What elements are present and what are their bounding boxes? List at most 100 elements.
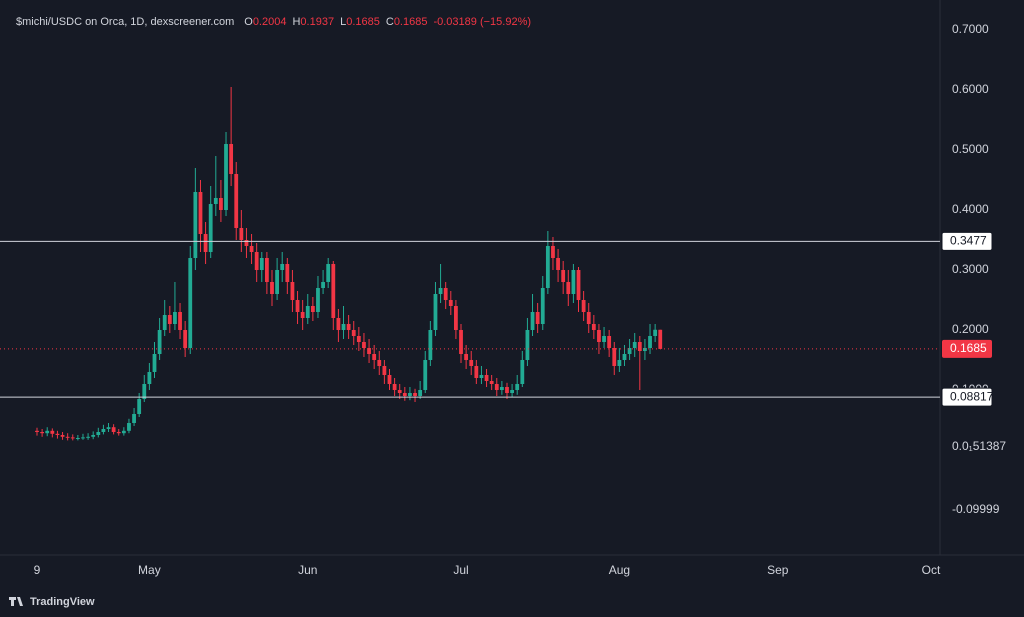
candle-body <box>65 436 70 438</box>
candle-body <box>35 430 39 432</box>
candle-body <box>351 330 356 336</box>
candle-body <box>96 432 101 435</box>
x-tick-label: 9 <box>34 563 41 577</box>
candle-body <box>551 246 555 258</box>
candle-body <box>239 228 244 240</box>
ohlc-value: 0.1685 <box>346 16 380 28</box>
candle-body <box>362 342 366 348</box>
candle-body <box>81 437 85 439</box>
ohlc-label: L <box>340 16 346 28</box>
candle-body <box>413 393 417 396</box>
candle-body <box>234 174 239 228</box>
candle-body <box>545 246 550 288</box>
ohlc-value: 0.1685 <box>394 16 428 28</box>
x-tick-label: Jul <box>453 563 468 577</box>
price-box-label: 0.3477 <box>950 234 987 248</box>
candle-body <box>459 330 463 354</box>
x-tick-label: May <box>138 563 161 577</box>
candle-body <box>489 381 494 384</box>
candle-body <box>372 354 377 360</box>
candle-body <box>280 264 285 270</box>
candle-body <box>300 312 305 318</box>
candle-body <box>208 204 213 252</box>
candle-body <box>106 427 111 429</box>
candle-body <box>295 300 300 312</box>
candle-body <box>55 433 60 435</box>
y-tick-label: 0.6000 <box>952 82 989 96</box>
candle-body <box>535 312 540 324</box>
candle-body <box>219 198 223 210</box>
candle-body <box>397 390 402 393</box>
candle-body <box>244 240 249 246</box>
logo-icon <box>9 597 23 606</box>
candle-body <box>198 192 203 234</box>
candle-body <box>183 330 188 348</box>
candle-body <box>479 375 484 378</box>
y-tick-label: -0.09999 <box>952 502 1000 516</box>
candle-body <box>648 336 652 348</box>
candle-body <box>162 315 167 330</box>
candle-body <box>331 264 336 318</box>
candle-body <box>101 429 106 432</box>
candle-body <box>556 258 560 270</box>
y-tick-label: 0.3000 <box>952 262 989 276</box>
candle-body <box>387 375 392 384</box>
candle-body <box>224 144 228 210</box>
candle-body <box>305 306 310 318</box>
candle-body <box>203 234 208 252</box>
candle-body <box>152 354 157 372</box>
candle-body <box>111 427 116 432</box>
ohlc-label: H <box>292 16 300 28</box>
candle-body <box>653 329 658 336</box>
candle-body <box>346 324 351 330</box>
candle-body <box>310 306 315 312</box>
candle-body <box>484 375 489 381</box>
candle-body <box>70 437 75 439</box>
candle-body <box>229 144 234 174</box>
candle-body <box>505 387 509 393</box>
candle-body <box>627 348 632 354</box>
candle-body <box>275 270 280 294</box>
candle-body <box>254 252 259 270</box>
candle-body <box>643 348 647 351</box>
candle-body <box>540 288 545 324</box>
x-tick-label: Aug <box>609 563 630 577</box>
candle-body <box>612 348 617 366</box>
candle-body <box>75 438 80 439</box>
candle-body <box>632 342 637 348</box>
price-box <box>941 231 993 251</box>
candle-body <box>448 300 453 306</box>
candle-body <box>433 294 438 330</box>
candle-body <box>127 423 131 431</box>
candle-body <box>213 198 218 204</box>
candle-body <box>336 318 341 330</box>
price-box-label: 0.08817 <box>950 389 994 403</box>
candle-body <box>137 399 142 414</box>
candle-body <box>637 342 642 351</box>
candle-body <box>402 393 407 396</box>
change: -0.03189 (−15.92%) <box>433 16 531 28</box>
candle-body <box>285 264 290 282</box>
candle-body <box>474 366 479 378</box>
y-tick-label: 0.7000 <box>952 22 989 36</box>
candle-body <box>188 258 193 348</box>
candle-body <box>438 288 443 294</box>
candle-body <box>382 366 387 375</box>
candle-body <box>392 384 397 390</box>
candle-body <box>259 258 264 270</box>
candle-body <box>147 372 152 384</box>
candle-body <box>377 360 382 366</box>
candle-body <box>132 414 136 423</box>
y-tick-label: 0.5000 <box>952 142 989 156</box>
y-tick-label: 0.0₁51387 <box>952 439 1006 453</box>
ohlc-value: 0.1937 <box>300 16 334 28</box>
candle-body <box>50 430 55 434</box>
candle-body <box>571 270 576 294</box>
candle-body <box>494 384 499 390</box>
candle-body <box>167 315 172 324</box>
x-tick-label: Sep <box>767 563 789 577</box>
candle-body <box>469 360 474 366</box>
candle-body <box>316 288 320 312</box>
candle-body <box>443 288 448 300</box>
